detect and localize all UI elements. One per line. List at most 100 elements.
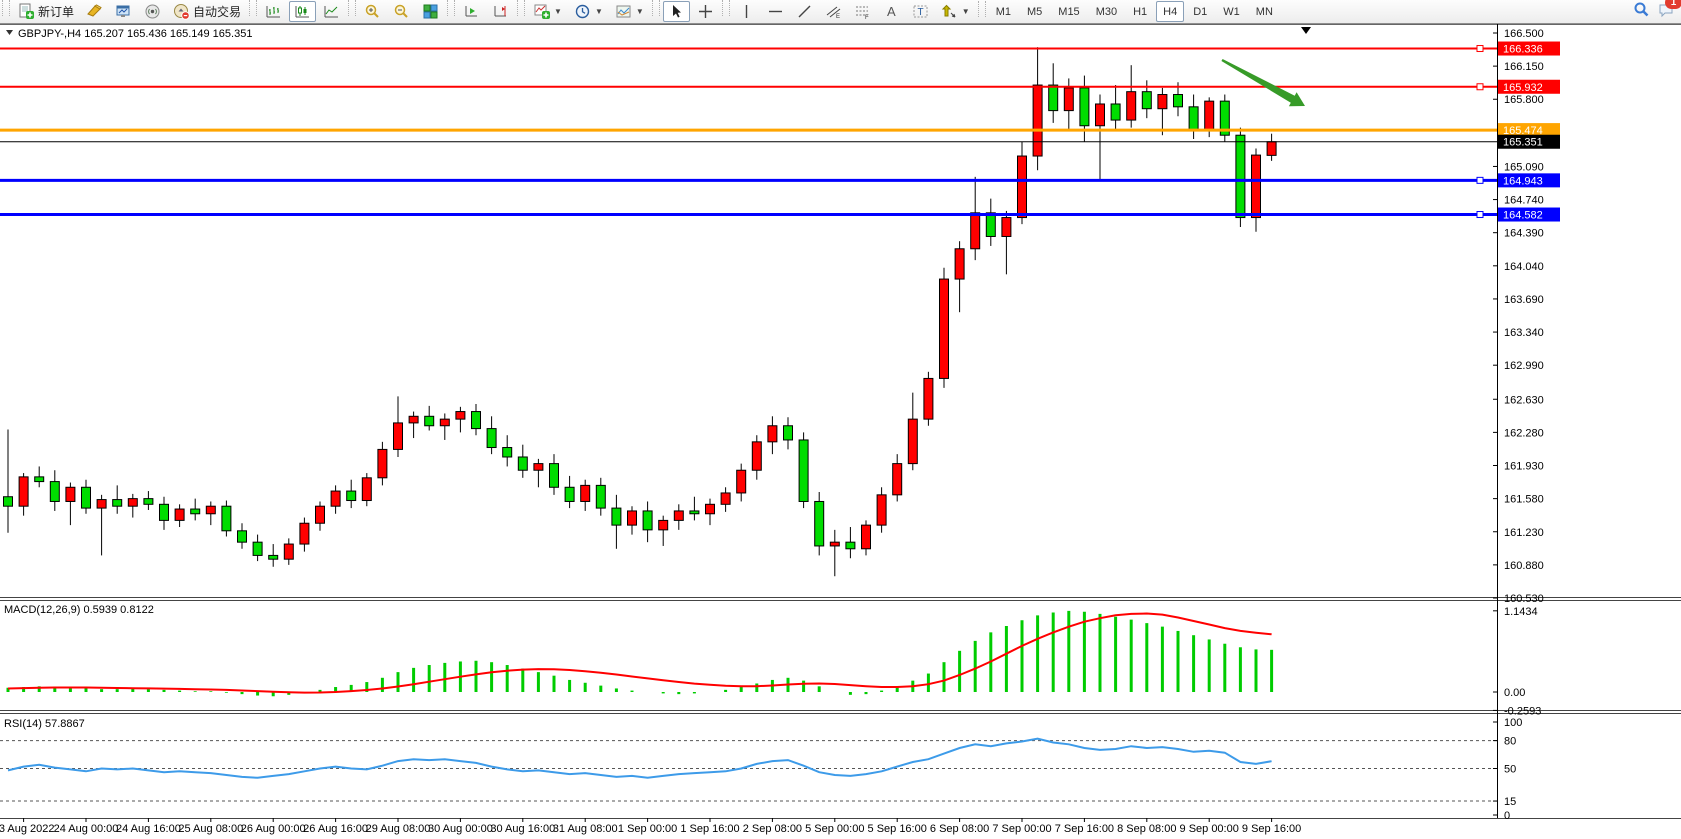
price-tick-label: 165.090: [1504, 161, 1544, 173]
blue-monitor-icon: [116, 5, 130, 17]
timeframe-MN[interactable]: MN: [1255, 5, 1273, 18]
support-line-1-handle[interactable]: [1476, 176, 1484, 184]
bear-candle: [502, 447, 513, 458]
tile-windows-button[interactable]: [417, 1, 444, 22]
new-order-icon: [19, 3, 34, 19]
crosshair-button[interactable]: [692, 1, 719, 22]
resistance-line-1-price-badge: [1498, 41, 1560, 56]
timeframe-M15[interactable]: M15: [1058, 5, 1080, 18]
market-news-button[interactable]: [81, 1, 108, 22]
bear-candle: [221, 505, 232, 532]
arrows-icon: [941, 4, 956, 18]
bull-candle: [580, 484, 591, 502]
toolbar-group: ▼ ▼ ▼: [527, 0, 650, 23]
timeframe-M1[interactable]: M1: [995, 5, 1011, 18]
chevron-down-icon: ▼: [635, 7, 644, 16]
templates-button[interactable]: ▼: [610, 1, 649, 22]
chevron-down-icon: ▼: [594, 7, 603, 16]
rsi-tick-label: 50: [1504, 764, 1516, 776]
text-icon: A: [887, 4, 896, 19]
channel-button[interactable]: E: [820, 1, 847, 22]
timeframe-H4[interactable]: H4: [1156, 1, 1185, 22]
bull-candle: [1204, 100, 1215, 131]
chart-background: [0, 24, 1681, 839]
trendline-button[interactable]: [791, 1, 818, 22]
cursor-button[interactable]: [662, 1, 690, 22]
bear-candle: [1188, 106, 1199, 131]
chevron-down-icon: ▼: [554, 7, 562, 16]
price-tick-label: 160.880: [1504, 560, 1544, 572]
bear-candle: [143, 498, 154, 505]
toolbar-group: [358, 0, 445, 23]
support-line-2-handle[interactable]: [1476, 211, 1484, 219]
bull-candle: [533, 463, 544, 471]
time-label: 30 Aug 00:00: [428, 823, 493, 835]
bear-candle: [798, 439, 809, 502]
fibonacci-button[interactable]: F: [849, 1, 876, 22]
bull-candle: [751, 441, 762, 471]
bear-candle: [159, 503, 169, 521]
search-icon: [1634, 2, 1649, 16]
bull-candle: [923, 377, 934, 420]
resistance-line-1-handle[interactable]: [1476, 45, 1484, 53]
bull-candle: [205, 505, 216, 515]
price-tick-label: 163.340: [1504, 327, 1544, 339]
time-label: 1 Sep 00:00: [618, 823, 677, 835]
time-label: 2 Sep 08:00: [743, 823, 802, 835]
bull-candle: [861, 524, 871, 550]
chart-shift-button[interactable]: [487, 1, 514, 22]
vertical-line-button[interactable]: [733, 1, 760, 22]
new-order-button[interactable]: 新订单: [13, 1, 79, 22]
bear-candle: [814, 500, 825, 547]
resistance-line-2-handle[interactable]: [1476, 83, 1484, 91]
zoom-in-button[interactable]: [359, 1, 386, 22]
bear-candle: [642, 510, 653, 531]
periods-button[interactable]: ▼: [569, 1, 608, 22]
timeframe-H1[interactable]: H1: [1133, 5, 1148, 18]
indicators-icon: [534, 4, 551, 19]
search-button[interactable]: [1633, 1, 1650, 23]
auto-scroll-icon: [465, 6, 478, 17]
time-label: 26 Aug 00:00: [241, 823, 306, 835]
timeframe-D1[interactable]: D1: [1193, 5, 1208, 18]
toolbar-separator: [348, 0, 357, 16]
bear-candle: [985, 212, 996, 237]
bull-candle: [18, 476, 29, 507]
text-button[interactable]: A: [878, 1, 905, 22]
main-toolbar: 新订单 自动交易 ▼ ▼ ▼ E F A T ▼ M1 M5 M15 M30 H1 H4 D1 W1 MN 1: [0, 0, 1681, 24]
bull-candle: [408, 415, 419, 424]
svg-text:F: F: [865, 15, 869, 20]
bull-candle: [627, 510, 637, 526]
arrows-button[interactable]: ▼: [936, 1, 975, 22]
horizontal-line-button[interactable]: [762, 1, 789, 22]
bull-candle: [127, 498, 138, 507]
bull-candle: [377, 448, 388, 479]
chart-menu-arrow[interactable]: [6, 30, 13, 35]
text-label-button[interactable]: T: [907, 1, 934, 22]
autotrading-button[interactable]: 自动交易: [168, 1, 246, 22]
timeframe-M30[interactable]: M30: [1095, 5, 1118, 18]
bull-candle: [673, 510, 684, 521]
chart-shift-marker[interactable]: [1301, 27, 1311, 34]
line-chart-icon: [324, 6, 339, 18]
line-chart-button[interactable]: [318, 1, 345, 22]
templates-icon: [616, 5, 631, 18]
indicators-button[interactable]: ▼: [528, 1, 567, 22]
zoom-out-button[interactable]: [388, 1, 415, 22]
timeframe-W1[interactable]: W1: [1223, 5, 1240, 18]
chart-window-button[interactable]: [110, 1, 137, 22]
support-line-1-price-badge: [1498, 173, 1560, 188]
auto-scroll-button[interactable]: [458, 1, 485, 22]
bull-candle: [393, 422, 403, 450]
price-tick-label: 161.930: [1504, 461, 1544, 473]
price-tick-label: 164.040: [1504, 261, 1544, 273]
bar-chart-button[interactable]: [260, 1, 287, 22]
signal-broadcast-button[interactable]: [139, 1, 166, 22]
candlestick-chart-button[interactable]: [289, 1, 317, 22]
trend-arrow-annotation[interactable]: [1221, 59, 1305, 107]
timeframe-M5[interactable]: M5: [1027, 5, 1043, 18]
chat-button[interactable]: 1: [1658, 0, 1681, 23]
time-label: 30 Aug 16:00: [490, 823, 555, 835]
